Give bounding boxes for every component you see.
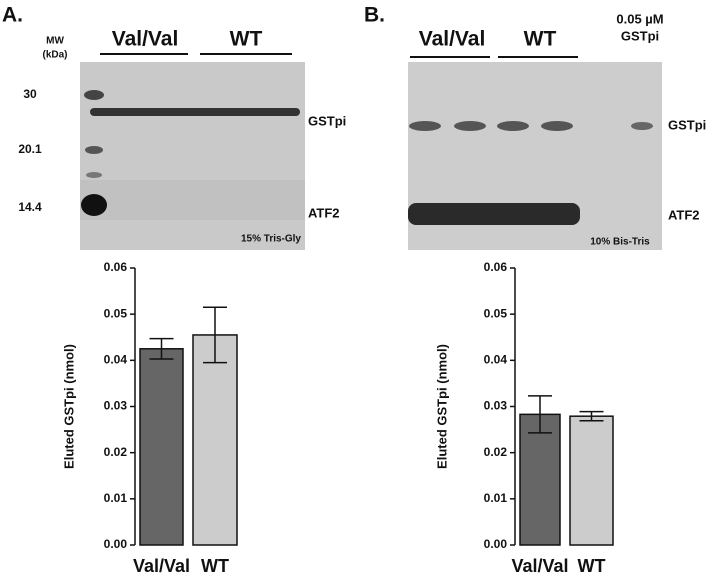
y-axis-label: Eluted GSTpi (nmol) [61,344,76,469]
band-label: ATF2 [308,205,340,220]
marker-band [85,146,103,154]
gel [80,62,305,250]
gel-smear [80,180,305,220]
group-label: WT [230,28,263,51]
y-axis-label: Eluted GSTpi (nmol) [434,344,449,469]
panel-label: B. [364,4,385,27]
group-label: WT [524,28,557,51]
y-tick-label: 0.02 [484,445,508,459]
y-tick-label: 0.03 [484,399,508,413]
gstpi-band [454,121,486,131]
y-tick-label: 0.05 [104,306,128,320]
gel-note: 15% Tris-Gly [241,234,301,245]
y-tick-label: 0.00 [104,537,128,551]
y-tick-label: 0.01 [104,491,128,505]
group-label: Val/Val [419,28,486,51]
marker-label: 20.1 [18,142,42,156]
marker-label: 14.4 [18,200,42,214]
y-tick-label: 0.00 [484,537,508,551]
y-tick-label: 0.04 [104,353,128,367]
x-tick-label: Val/Val [133,556,190,576]
bar [569,415,614,546]
bar [139,348,184,546]
y-tick-label: 0.02 [104,445,128,459]
band-label: GSTpi [668,117,706,132]
gstpi-band [497,121,529,131]
band-label: ATF2 [668,207,700,222]
band-label: GSTpi [308,113,346,128]
atf2-band [408,203,580,225]
x-tick-label: WT [578,556,606,576]
marker-band [86,172,102,178]
bar [519,413,561,546]
y-tick-label: 0.01 [484,491,508,505]
y-tick-label: 0.04 [484,353,508,367]
gstpi-band [631,122,653,130]
bar [192,334,238,546]
group-label: Val/Val [112,28,179,51]
y-tick-label: 0.03 [104,399,128,413]
mw-header: (kDa) [42,50,67,61]
gstpi-band [409,121,441,131]
gstpi-band [541,121,573,131]
x-tick-label: WT [201,556,229,576]
standard-label: GSTpi [621,28,659,43]
mw-header: MW [46,36,64,47]
y-tick-label: 0.06 [104,260,128,274]
x-tick-label: Val/Val [511,556,568,576]
gel-note: 10% Bis-Tris [590,237,650,248]
marker-band [81,194,107,216]
marker-band [84,90,104,100]
y-tick-label: 0.06 [484,260,508,274]
y-tick-label: 0.05 [484,306,508,320]
panel-label: A. [2,4,23,27]
marker-label: 30 [23,87,37,101]
standard-label: 0.05 µM [616,11,663,26]
gstpi-band [90,108,300,116]
